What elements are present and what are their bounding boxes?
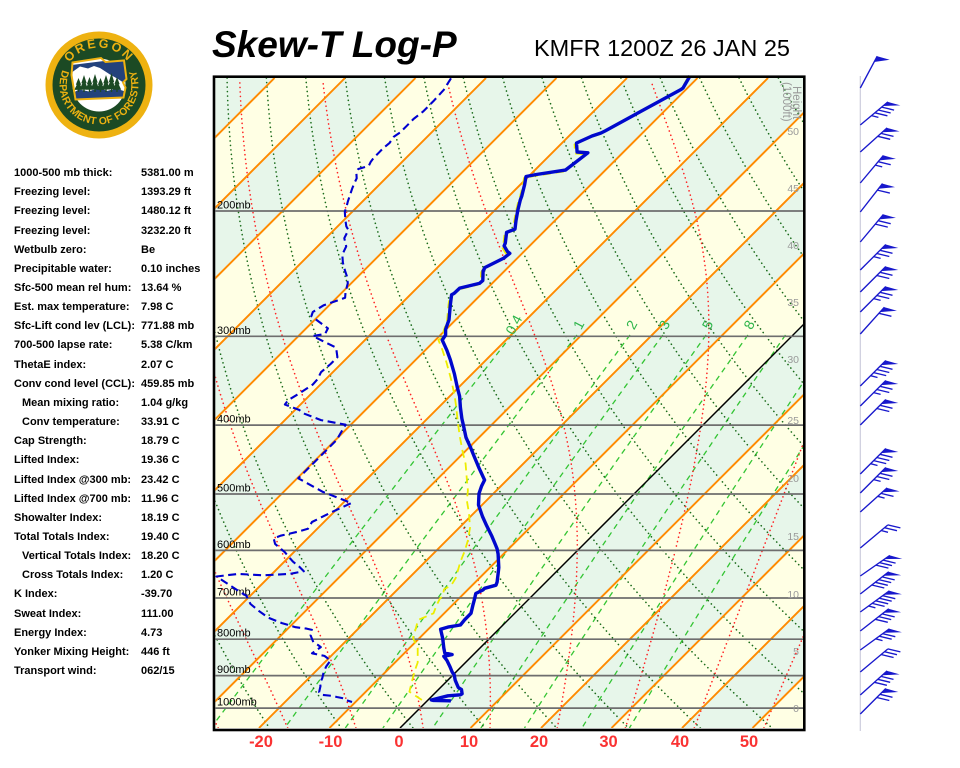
svg-text:700mb: 700mb	[217, 587, 251, 599]
svg-text:900mb: 900mb	[217, 664, 251, 676]
svg-text:800mb: 800mb	[217, 628, 251, 640]
svg-text:5: 5	[793, 646, 799, 658]
svg-text:45: 45	[787, 183, 799, 195]
svg-text:-10: -10	[319, 733, 343, 751]
svg-text:40: 40	[787, 240, 799, 252]
svg-text:20: 20	[530, 733, 548, 751]
svg-text:Height: Height	[790, 86, 802, 120]
svg-text:0: 0	[394, 733, 403, 751]
svg-text:400mb: 400mb	[217, 414, 251, 426]
svg-text:1000mb: 1000mb	[217, 697, 257, 709]
svg-text:50: 50	[740, 733, 758, 751]
svg-text:500mb: 500mb	[217, 483, 251, 495]
svg-text:10: 10	[787, 589, 799, 601]
svg-text:20: 20	[787, 473, 799, 485]
svg-text:300mb: 300mb	[217, 325, 251, 337]
svg-text:40: 40	[671, 733, 689, 751]
svg-text:35: 35	[787, 297, 799, 309]
svg-text:(1000ft): (1000ft)	[780, 82, 792, 122]
svg-text:30: 30	[787, 354, 799, 366]
svg-text:25: 25	[787, 415, 799, 427]
svg-text:30: 30	[599, 733, 617, 751]
svg-text:600mb: 600mb	[217, 539, 251, 551]
svg-text:50: 50	[787, 126, 799, 138]
svg-text:10: 10	[460, 733, 478, 751]
svg-text:-20: -20	[249, 733, 273, 751]
svg-text:200mb: 200mb	[217, 200, 251, 212]
svg-text:15: 15	[787, 531, 799, 543]
svg-text:0: 0	[793, 703, 799, 715]
